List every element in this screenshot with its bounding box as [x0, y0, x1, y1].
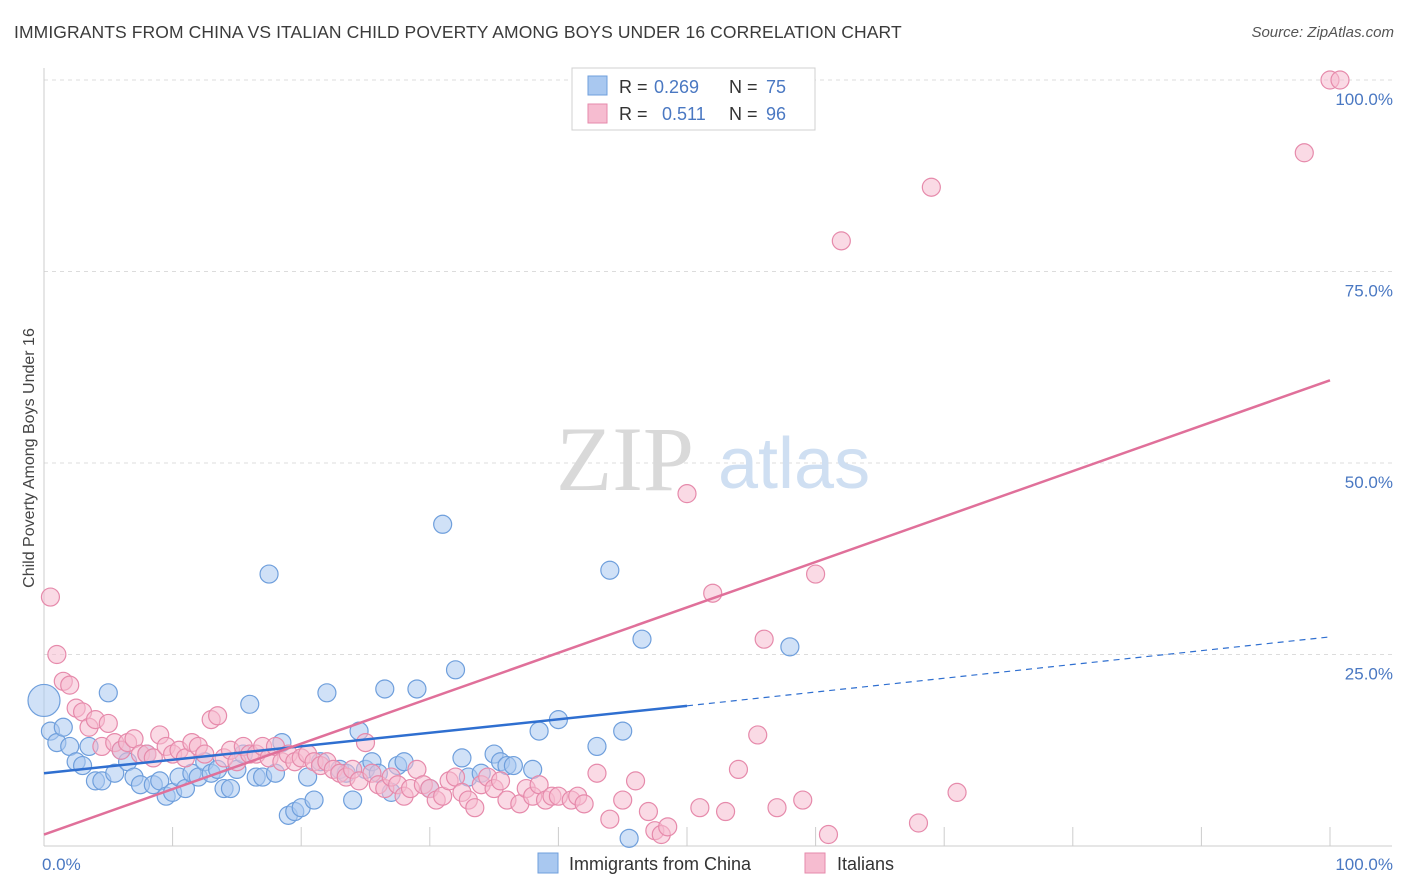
legend-n-value-italians: 96: [766, 104, 786, 124]
china-point-72: [613, 721, 633, 741]
legend-n-label-italians: N =: [729, 104, 758, 124]
watermark: ZIP atlas: [556, 408, 870, 510]
y-tick-labels: 25.0% 50.0% 75.0% 100.0%: [1335, 90, 1393, 684]
bottom-legend-swatch-china: [537, 852, 559, 874]
china-point-44: [317, 683, 337, 703]
legend-r-label-china: R =: [619, 77, 648, 97]
legend-r-value-italians: 0.511: [662, 104, 706, 124]
italians-point-107: [1330, 70, 1350, 90]
china-point-11: [105, 763, 125, 783]
y-tick-label-2: 75.0%: [1345, 282, 1393, 301]
italians-point-81: [574, 794, 594, 814]
x-tick-label-0: 0.0%: [42, 855, 81, 874]
italians-point-49: [355, 732, 376, 753]
trend-lines: [43, 379, 1331, 836]
y-tick-label-1: 50.0%: [1345, 473, 1393, 492]
china-point-56: [407, 679, 427, 699]
china-point-68: [529, 721, 549, 741]
grid-lines: [44, 79, 1392, 655]
italians-point-96: [754, 629, 774, 649]
italians-point-9: [98, 713, 118, 734]
china-point-74: [632, 629, 652, 649]
italians-point-103: [921, 177, 941, 197]
china-point-32: [240, 694, 260, 714]
italians-point-1: [47, 644, 67, 665]
italians-point-90: [677, 484, 697, 504]
china-point-59: [445, 660, 466, 680]
legend-swatch-italians: [587, 103, 608, 124]
italians-point-91: [690, 798, 710, 818]
bottom-legend-label-italians: Italians: [837, 854, 894, 874]
italians-point-93: [715, 801, 736, 822]
italians-point-24: [195, 744, 215, 764]
italians-point-102: [908, 813, 929, 833]
legend-r-value-china: 0.269: [654, 77, 699, 97]
italians-point-105: [1294, 143, 1314, 163]
y-tick-label-0: 25.0%: [1345, 665, 1393, 684]
legend-n-label-china: N =: [729, 77, 758, 97]
china-point-10: [98, 683, 118, 703]
italians-point-0: [40, 587, 61, 607]
china-point-75: [780, 637, 800, 657]
italians-point-3: [60, 675, 80, 695]
china-point-70: [587, 736, 607, 757]
china-point-71: [600, 560, 620, 580]
italians-point-85: [625, 771, 646, 791]
legend-box: R = 0.269 N = 75 R = 0.511 N = 96: [571, 67, 816, 131]
china-point-66: [503, 755, 523, 776]
x-tick-label-1: 100.0%: [1335, 855, 1393, 874]
italians-point-94: [728, 759, 749, 780]
china-point-0: [27, 683, 61, 718]
watermark-zip: ZIP: [556, 408, 694, 510]
italians-point-97: [767, 798, 787, 818]
legend-r-label-italians: R =: [619, 104, 648, 124]
bottom-legend-swatch-italians: [804, 852, 826, 874]
italians-point-95: [748, 725, 768, 745]
china-point-58: [433, 514, 453, 534]
italians-point-99: [805, 564, 826, 584]
china-point-52: [375, 679, 395, 699]
trend-line-china-extension: [686, 636, 1331, 707]
china-point-3: [53, 717, 73, 737]
legend-n-value-china: 75: [766, 77, 786, 97]
italians-point-83: [600, 809, 620, 829]
china-point-29: [220, 778, 241, 799]
china-point-73: [619, 828, 639, 848]
italians-point-82: [587, 763, 607, 783]
china-point-60: [452, 748, 472, 768]
china-point-42: [304, 790, 324, 810]
series-china-points: [27, 514, 800, 848]
series-italians-points: [40, 70, 1350, 845]
italians-point-66: [465, 798, 485, 818]
italians-point-84: [613, 790, 633, 810]
italians-point-100: [818, 824, 839, 845]
italians-point-86: [638, 801, 659, 822]
chart-title: IMMIGRANTS FROM CHINA VS ITALIAN CHILD P…: [14, 22, 902, 42]
axes: [43, 68, 1392, 847]
y-tick-label-3: 100.0%: [1335, 90, 1393, 109]
trend-line-china: [43, 704, 688, 775]
italians-point-104: [947, 782, 967, 802]
chart-source: Source: ZipAtlas.com: [1251, 24, 1394, 41]
trend-line-italians: [43, 379, 1331, 836]
legend-swatch-china: [587, 75, 608, 96]
china-point-6: [72, 755, 93, 776]
bottom-legend-label-china: Immigrants from China: [569, 854, 752, 874]
y-axis-label: Child Poverty Among Boys Under 16: [21, 328, 38, 588]
china-point-35: [259, 564, 279, 584]
china-point-47: [343, 790, 363, 810]
x-tick-labels: 0.0% 100.0%: [42, 855, 1393, 874]
italians-point-89: [658, 817, 678, 837]
watermark-atlas: atlas: [718, 424, 870, 504]
italians-point-101: [831, 231, 851, 251]
italians-point-70: [490, 771, 511, 791]
bottom-legend: Immigrants from China Italians: [537, 852, 894, 874]
italians-point-98: [793, 790, 813, 810]
italians-point-26: [208, 706, 228, 726]
